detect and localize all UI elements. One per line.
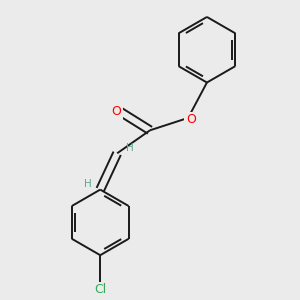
Text: O: O	[186, 113, 196, 126]
Text: Cl: Cl	[94, 283, 106, 296]
Text: O: O	[112, 105, 122, 118]
Text: H: H	[84, 179, 92, 189]
Text: H: H	[126, 143, 134, 153]
